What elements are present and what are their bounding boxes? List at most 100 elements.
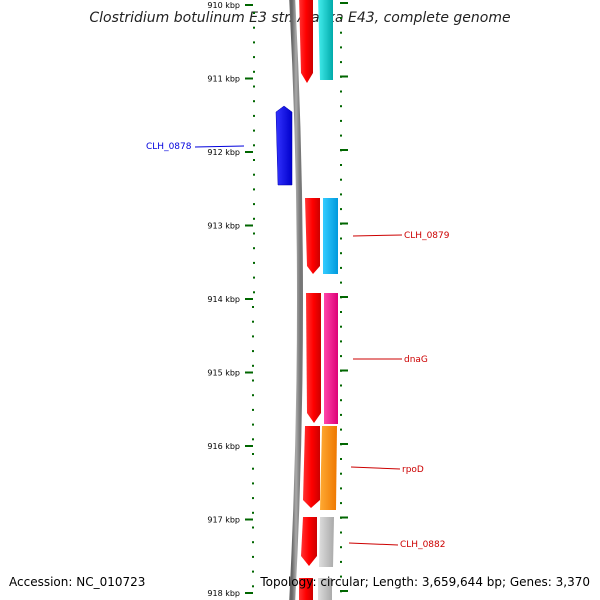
gc-dot [340, 164, 342, 166]
gc-dot [340, 17, 342, 19]
gc-dot [340, 90, 342, 93]
gc-dot [340, 208, 342, 211]
scale-tick-label: 918 kbp [207, 589, 240, 598]
scale-ticks: 910 kbp 911 kbp 912 kbp 913 kbp 914 kbp 915 k… [207, 1, 348, 598]
leader-line [348, 542, 399, 546]
gc-dot [252, 364, 254, 367]
gene-label-rpod[interactable]: rpoD [350, 465, 424, 475]
gc-dot [252, 438, 254, 441]
scale-tick-label: 915 kbp [207, 369, 240, 378]
gc-dot [253, 41, 255, 44]
gc-dot [340, 252, 342, 255]
gc-dot [253, 12, 255, 14]
gene-clh0879-arrow[interactable] [305, 198, 320, 274]
gene-dnag-arrow[interactable] [306, 293, 321, 423]
gc-dot [340, 193, 342, 196]
leader-line [350, 466, 401, 470]
gc-dot [253, 217, 255, 220]
gene-clh0878-arrow[interactable] [275, 105, 293, 186]
gc-dot [340, 119, 342, 122]
gc-dot [252, 570, 254, 573]
gc-dot [253, 232, 255, 235]
gc-dot [252, 320, 254, 323]
gene-label-clh0882[interactable]: CLH_0882 [348, 540, 445, 550]
gc-dot [340, 560, 342, 563]
gc-dot [253, 247, 255, 250]
gc-dot [340, 384, 342, 387]
gc-dot [340, 237, 342, 240]
gc-dot [340, 575, 342, 578]
scale-tick-label: 914 kbp [207, 295, 240, 304]
gene-label-clh0879[interactable]: CLH_0879 [352, 231, 450, 241]
gc-dot [252, 467, 254, 470]
gc-dot [253, 203, 255, 206]
gc-dot [340, 531, 342, 534]
gene-label-dnag[interactable]: dnaG [353, 355, 428, 365]
scale-tick-label: 916 kbp [207, 442, 240, 451]
gene-name: dnaG [404, 355, 428, 365]
cog-block-gray [319, 517, 334, 567]
gc-dot [253, 114, 255, 117]
scale-tick-label: 911 kbp [207, 75, 240, 84]
gc-dot [252, 585, 254, 588]
accession-label: Accession: NC_010723 [9, 575, 146, 589]
gc-dot [252, 453, 254, 455]
gc-dot [253, 70, 255, 73]
gc-dot [340, 311, 342, 313]
gene-name: rpoD [402, 465, 424, 475]
gc-dot [340, 355, 342, 358]
gene-bottom-red-block[interactable] [299, 578, 313, 600]
gene-rpod-arrow[interactable] [303, 426, 320, 508]
genome-backbone [289, 0, 303, 600]
gc-dot [340, 105, 342, 108]
gc-dot [252, 555, 254, 558]
gc-dot [253, 261, 255, 264]
gene-name: CLH_0878 [146, 142, 192, 152]
gene-name: CLH_0879 [404, 231, 450, 241]
gc-dot [340, 325, 342, 328]
gene-name: CLH_0882 [400, 540, 445, 550]
gc-dot-track-right [340, 17, 342, 593]
gc-dot [253, 56, 255, 59]
cog-block-magenta [324, 293, 338, 424]
gc-dot [340, 134, 342, 137]
gc-dot [340, 428, 342, 431]
gc-dot [253, 26, 255, 29]
scale-tick-label: 912 kbp [207, 148, 240, 157]
gc-dot [252, 306, 254, 308]
gc-dot [252, 408, 254, 411]
gene-clh0882-arrow[interactable] [301, 517, 317, 566]
gc-dot [340, 472, 342, 475]
gc-dot [252, 379, 254, 382]
gc-dot [253, 100, 255, 103]
scale-tick-label: 913 kbp [207, 222, 240, 231]
gc-dot [340, 46, 342, 49]
gc-dot [340, 413, 342, 416]
gc-dot [253, 159, 255, 161]
gc-dot [340, 487, 342, 490]
gc-dot-track-left [252, 12, 255, 588]
cog-block-light-blue [323, 198, 338, 274]
gc-dot [252, 394, 254, 397]
gc-dot [252, 350, 254, 353]
gc-dot [252, 423, 254, 426]
cog-block-gray-bottom [318, 578, 332, 600]
gc-dot [253, 144, 255, 147]
gene-clh0877-arrow[interactable] [299, 0, 313, 83]
gc-dot [340, 266, 342, 269]
cog-block-orange [320, 426, 337, 510]
scale-tick-label: 917 kbp [207, 516, 240, 525]
leader-line [194, 145, 245, 148]
gc-dot [340, 502, 342, 505]
gc-dot [340, 458, 342, 460]
leader-line [352, 234, 403, 237]
gc-dot [253, 173, 255, 176]
gc-dot [252, 511, 254, 514]
gc-dot [252, 541, 254, 544]
gc-dot [252, 482, 254, 485]
gene-label-clh0878[interactable]: CLH_0878 [146, 142, 245, 152]
gc-dot [253, 188, 255, 191]
genome-summary: Topology: circular; Length: 3,659,644 bp… [260, 575, 590, 589]
gc-dot [340, 399, 342, 402]
